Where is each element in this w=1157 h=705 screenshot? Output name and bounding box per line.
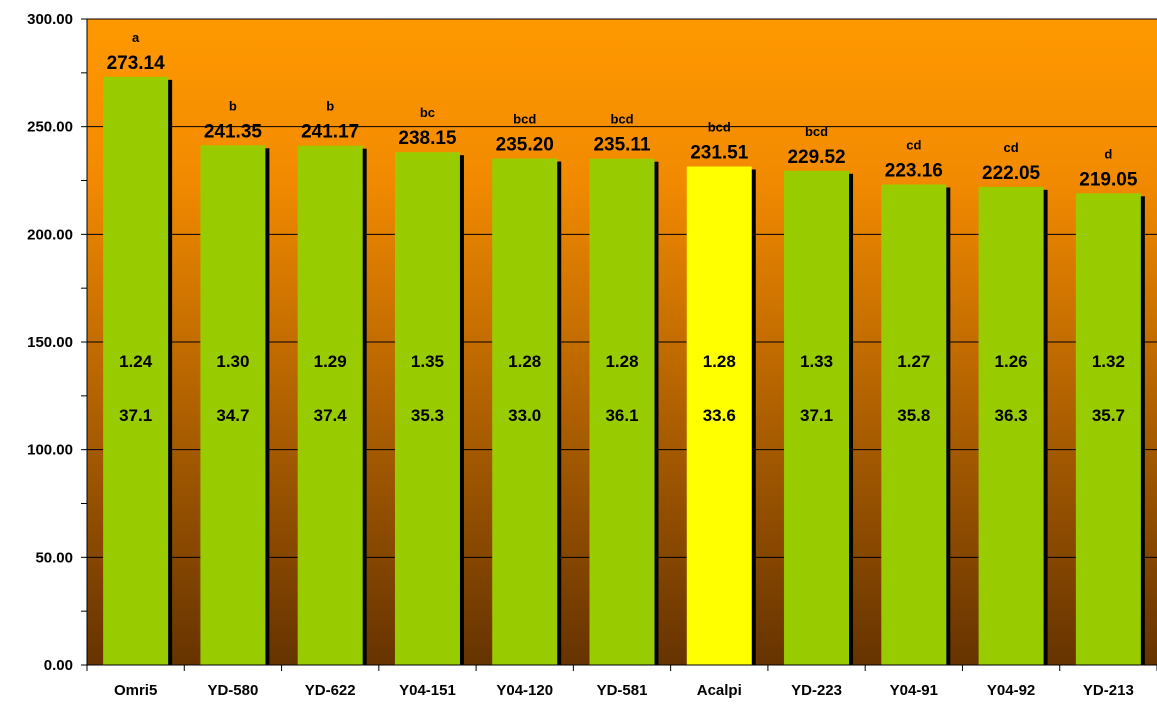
bar xyxy=(589,158,655,665)
x-tick-label: YD-213 xyxy=(1083,682,1134,699)
bar xyxy=(881,184,947,665)
inner-label-row-1: 1.33 xyxy=(800,352,833,371)
x-tick-label: YD-223 xyxy=(791,682,842,699)
bar xyxy=(784,170,850,665)
y-tick-label: 100.00 xyxy=(27,442,73,459)
y-tick-label: 150.00 xyxy=(27,334,73,351)
inner-label-row-2: 35.7 xyxy=(1092,406,1125,425)
inner-label-row-1: 1.30 xyxy=(216,352,249,371)
x-tick-label: Y04-120 xyxy=(496,682,553,699)
significance-letter: b xyxy=(326,99,334,114)
significance-letter: bcd xyxy=(610,112,633,127)
value-label: 229.52 xyxy=(787,147,845,168)
inner-label-row-1: 1.28 xyxy=(703,352,736,371)
bar xyxy=(297,145,363,665)
inner-label-row-2: 36.3 xyxy=(995,406,1028,425)
x-tick-label: Y04-151 xyxy=(399,682,456,699)
bar xyxy=(1075,193,1141,666)
inner-label-row-2: 33.0 xyxy=(508,406,541,425)
inner-label-row-1: 1.28 xyxy=(508,352,541,371)
value-label: 238.15 xyxy=(398,128,457,149)
significance-letter: cd xyxy=(1004,140,1019,155)
significance-letter: b xyxy=(229,98,237,113)
inner-label-row-2: 37.1 xyxy=(800,406,833,425)
inner-label-row-2: 36.1 xyxy=(605,406,638,425)
inner-label-row-2: 37.1 xyxy=(119,406,152,425)
y-tick-label: 300.00 xyxy=(27,11,73,28)
value-label: 241.35 xyxy=(204,121,263,142)
significance-letter: d xyxy=(1104,146,1112,161)
inner-label-row-1: 1.32 xyxy=(1092,352,1125,371)
x-tick-label: Y04-92 xyxy=(987,682,1035,699)
value-label: 231.51 xyxy=(690,142,749,163)
inner-label-row-1: 1.26 xyxy=(995,352,1028,371)
value-label: 241.17 xyxy=(301,122,359,143)
y-tick-label: 50.00 xyxy=(35,549,73,566)
bar xyxy=(200,145,266,666)
inner-label-row-2: 35.8 xyxy=(897,406,930,425)
bar xyxy=(978,186,1044,665)
value-label: 235.11 xyxy=(593,135,650,156)
x-tick-label: YD-580 xyxy=(207,682,258,699)
inner-label-row-2: 35.3 xyxy=(411,406,444,425)
y-tick-label: 250.00 xyxy=(27,119,73,136)
bar xyxy=(686,166,752,665)
value-label: 222.05 xyxy=(982,163,1041,184)
significance-letter: bcd xyxy=(513,112,536,127)
y-tick-label: 200.00 xyxy=(27,226,73,243)
inner-label-row-2: 34.7 xyxy=(216,406,249,425)
x-tick-label: Y04-91 xyxy=(890,682,938,699)
value-label: 235.20 xyxy=(496,135,554,156)
significance-letter: cd xyxy=(906,137,921,152)
significance-letter: bcd xyxy=(805,124,828,139)
inner-label-row-1: 1.28 xyxy=(605,352,638,371)
y-tick-label: 0.00 xyxy=(44,657,73,674)
x-tick-label: YD-622 xyxy=(305,682,356,699)
bar xyxy=(492,158,558,665)
x-tick-label: Omri5 xyxy=(114,682,157,699)
significance-letter: a xyxy=(132,30,140,45)
inner-label-row-2: 33.6 xyxy=(703,406,736,425)
value-label: 219.05 xyxy=(1079,169,1138,190)
value-label: 273.14 xyxy=(107,53,166,74)
value-label: 223.16 xyxy=(885,160,943,181)
significance-letter: bcd xyxy=(708,119,731,134)
bar xyxy=(103,76,169,666)
x-tick-label: YD-581 xyxy=(597,682,648,699)
inner-label-row-1: 1.35 xyxy=(411,352,444,371)
inner-label-row-1: 1.24 xyxy=(119,352,153,371)
x-tick-label: Acalpi xyxy=(697,682,742,699)
inner-label-row-1: 1.29 xyxy=(314,352,347,371)
inner-label-row-1: 1.27 xyxy=(897,352,930,371)
inner-label-row-2: 37.4 xyxy=(314,406,348,425)
bar xyxy=(394,152,460,666)
significance-letter: bc xyxy=(420,105,435,120)
